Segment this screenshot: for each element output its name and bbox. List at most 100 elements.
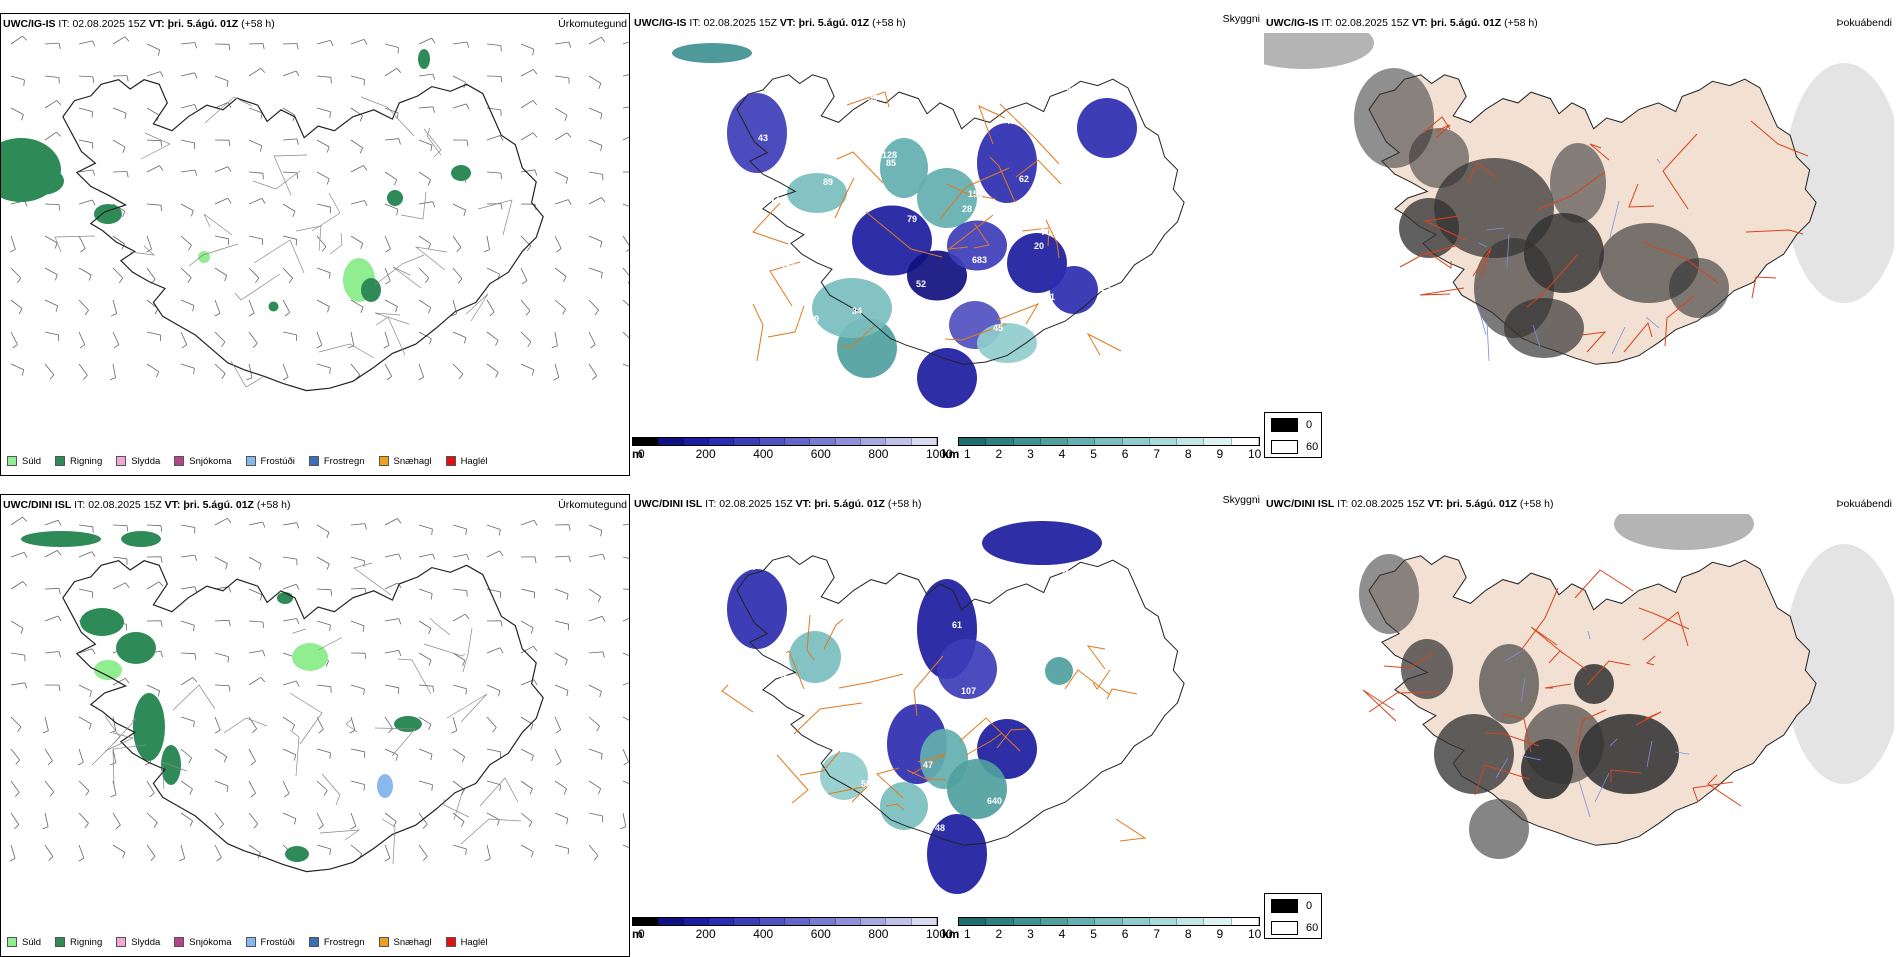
ceiling-value-label: 33 — [1036, 729, 1046, 739]
wind-barb — [623, 39, 629, 44]
wind-barb-flag — [330, 849, 331, 855]
wind-barb-flag — [466, 689, 467, 695]
ceiling-value-label: 47 — [787, 743, 797, 753]
wind-barb-flag — [567, 818, 568, 824]
colorbar-cell — [1150, 438, 1177, 445]
wind-barb-flag — [222, 374, 225, 379]
wind-barb-flag — [360, 116, 363, 122]
wind-barb — [589, 332, 595, 345]
wind-barb-flag — [110, 378, 116, 380]
fog-legend-value: 60 — [1306, 922, 1318, 934]
colorbar-cell — [785, 438, 810, 445]
fog-legend-swatch — [1271, 440, 1298, 454]
wind-barb — [45, 652, 59, 654]
wind-barb — [113, 37, 125, 44]
wind-barb-flag — [496, 340, 499, 345]
wind-barb — [11, 621, 23, 628]
wind-barb — [623, 300, 629, 309]
wind-barb-flag — [25, 683, 27, 689]
wind-barb-flag — [600, 691, 602, 697]
wind-barb — [283, 71, 296, 76]
wind-barb — [555, 813, 568, 818]
wind-barb — [453, 76, 466, 82]
wind-barb-flag — [457, 248, 461, 252]
it-value: 02.08.2025 15Z — [88, 499, 162, 511]
wind-barb — [623, 524, 629, 526]
wind-barb-flag — [284, 794, 289, 798]
wind-barb-flag — [360, 148, 363, 153]
wind-barb-flag — [17, 278, 21, 283]
wind-barb-flag — [188, 278, 191, 283]
cloud-area — [977, 123, 1037, 203]
wind-barb-flag — [535, 557, 536, 563]
vt-label: VT: — [1428, 498, 1444, 510]
wind-barb-flag — [394, 180, 396, 186]
wind-barb-flag — [628, 279, 629, 284]
colorbar-cell — [684, 438, 709, 445]
wind-barb — [11, 36, 23, 44]
precip-area — [361, 278, 381, 302]
wind-barb-flag — [485, 859, 491, 861]
precip-area — [133, 693, 165, 761]
wind-barb — [249, 845, 261, 853]
wind-barb-flag — [603, 652, 604, 658]
wind-barb — [181, 587, 195, 589]
lead-time: (+58 h) — [872, 17, 906, 29]
legend-swatch — [55, 456, 65, 466]
legend-item: Frostúði — [246, 454, 295, 468]
visibility-scale-tick-label: 9 — [1216, 447, 1223, 461]
wind-barb-flag — [324, 791, 327, 796]
wind-barb-flag — [297, 139, 298, 145]
wind-barb-flag — [226, 564, 228, 570]
ceiling-value-label: 45 — [1005, 116, 1015, 126]
visibility-scale-tick-label: 3 — [1027, 927, 1034, 941]
wind-barb — [249, 557, 261, 564]
wind-barb — [113, 268, 123, 278]
precip-panel-bottom: UWC/DINI ISL IT: 02.08.2025 15Z VT: þri.… — [0, 494, 630, 957]
wind-barb-flag — [350, 730, 355, 733]
wind-barb — [11, 332, 18, 344]
wind-barb — [521, 133, 533, 140]
road — [1363, 690, 1396, 721]
wind-barb-flag — [364, 689, 365, 695]
legend-label: Snjókoma — [189, 937, 231, 948]
wind-barb — [623, 134, 629, 140]
ceiling-scale-tick-label: 0 — [638, 447, 645, 461]
wind-barb — [623, 204, 629, 209]
wind-barb — [453, 42, 467, 44]
wind-barb-flag — [423, 856, 427, 860]
wind-barb-flag — [327, 564, 329, 570]
wind-barb-flag — [296, 71, 299, 76]
wind-barb-flag — [16, 760, 20, 765]
wind-barb — [521, 170, 535, 172]
wind-barb — [351, 201, 365, 205]
ceiling-value-label: 108 — [955, 140, 970, 150]
visibility-scale-tick-label: 6 — [1122, 447, 1129, 461]
wind-barb-flag — [601, 242, 602, 248]
road — [722, 685, 753, 712]
wind-barb — [589, 364, 597, 376]
precip-area — [94, 660, 122, 680]
wind-barb-flag — [55, 275, 57, 281]
model-name: UWC/IG-IS — [634, 17, 687, 29]
wind-barb-flag — [364, 785, 365, 791]
ceiling-value-label: 165 — [781, 261, 796, 271]
fog-legend-swatch — [1271, 418, 1298, 432]
wind-barb — [317, 589, 331, 590]
visibility-scale-tick-label: 1 — [964, 927, 971, 941]
wind-barb — [589, 108, 602, 113]
wind-barb-flag — [80, 345, 85, 348]
fog-map — [1264, 33, 1894, 433]
wind-barb-flag — [228, 167, 231, 172]
wind-barb-flag — [229, 140, 230, 146]
wind-barb-flag — [195, 73, 197, 79]
wind-barb-flag — [602, 616, 605, 621]
colorbar-cell — [886, 918, 911, 925]
wind-barb — [249, 621, 263, 622]
wind-barb — [215, 76, 228, 81]
wind-barb-flag — [363, 626, 364, 632]
precip-area — [21, 531, 101, 547]
wind-barb — [385, 44, 399, 48]
precip-area — [451, 165, 471, 181]
fog-legend-value: 0 — [1306, 419, 1312, 431]
